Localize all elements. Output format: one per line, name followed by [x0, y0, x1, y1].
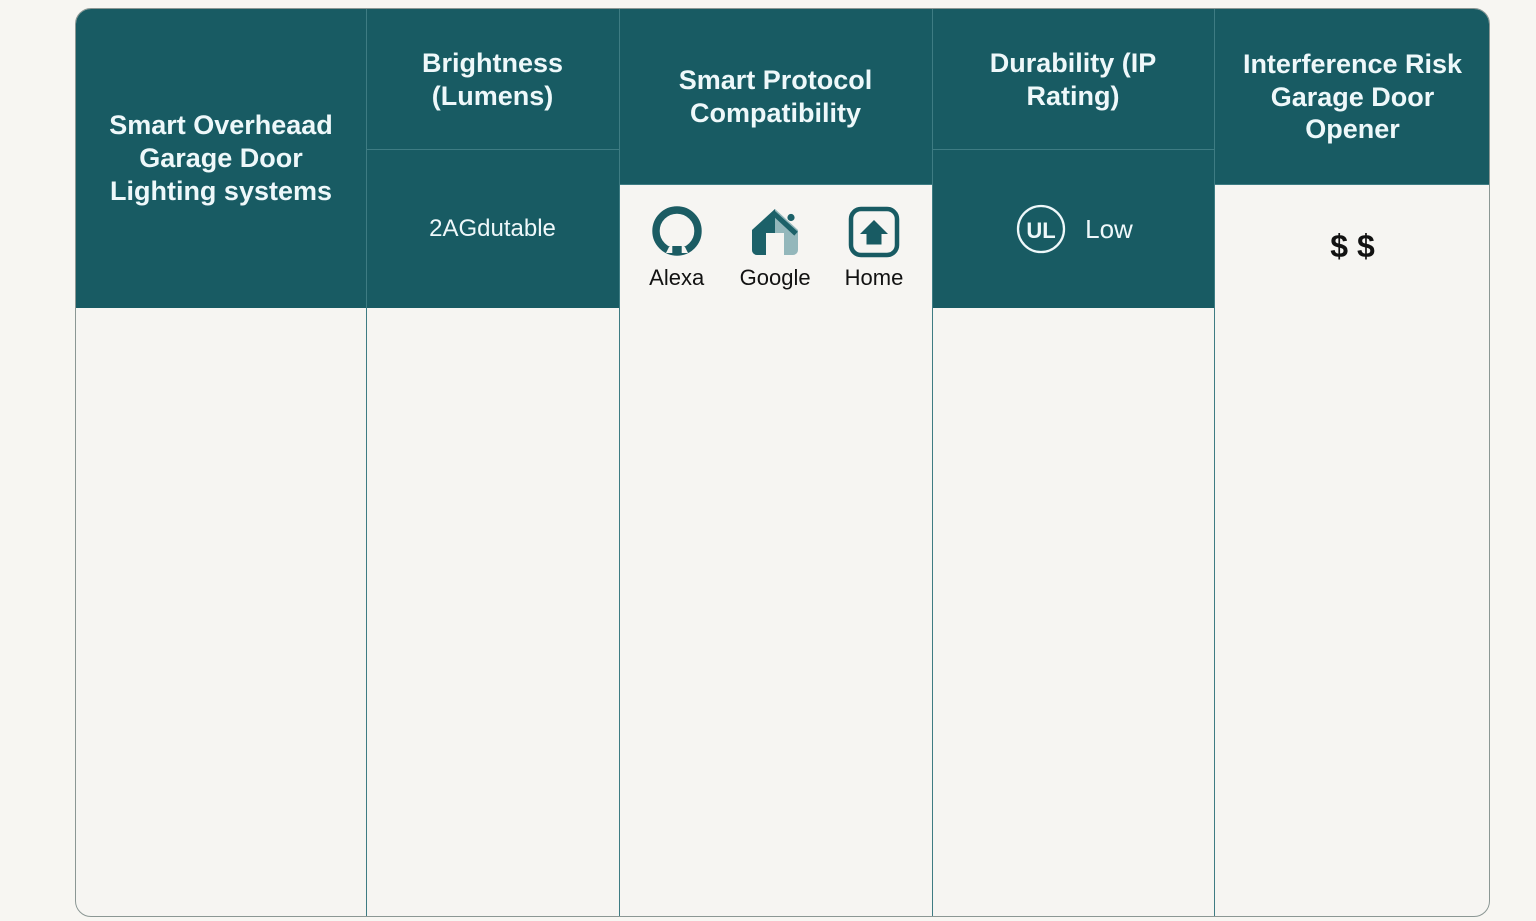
svg-text:UL: UL: [1026, 218, 1055, 243]
